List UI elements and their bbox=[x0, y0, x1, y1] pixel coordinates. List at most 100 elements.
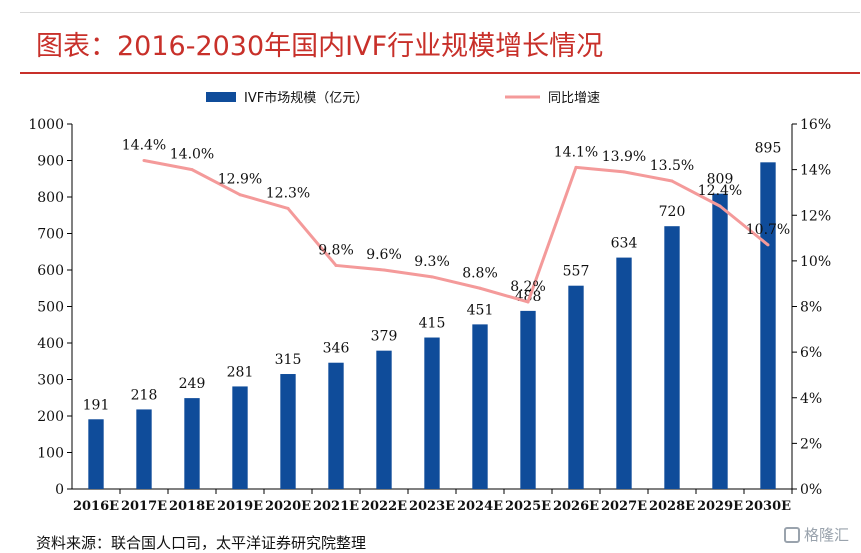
y-right-tick-label: 4% bbox=[800, 391, 822, 407]
y-left-tick-label: 800 bbox=[37, 190, 64, 206]
y-right-tick-label: 6% bbox=[800, 345, 822, 361]
growth-point bbox=[622, 170, 626, 174]
x-tick-label: 2028E bbox=[649, 499, 695, 514]
growth-value-label: 12.9% bbox=[218, 172, 262, 188]
y-right-tick-label: 2% bbox=[800, 436, 822, 452]
growth-point bbox=[190, 168, 194, 172]
title-rule bbox=[20, 72, 860, 74]
y-right-tick-label: 8% bbox=[800, 300, 822, 316]
y-right-tick-label: 16% bbox=[800, 117, 831, 133]
y-right-tick-label: 0% bbox=[800, 482, 822, 498]
y-left-tick-label: 100 bbox=[37, 446, 64, 462]
bar-value-label: 451 bbox=[467, 302, 494, 318]
bar-value-label: 346 bbox=[323, 341, 350, 357]
bar-value-label: 557 bbox=[563, 264, 590, 280]
y-left-tick-label: 1000 bbox=[28, 117, 64, 133]
y-left-tick-label: 600 bbox=[37, 263, 64, 279]
bar bbox=[232, 386, 248, 489]
y-left-tick-label: 400 bbox=[37, 336, 64, 352]
growth-value-label: 12.4% bbox=[698, 183, 742, 199]
y-left-tick-label: 200 bbox=[37, 409, 64, 425]
growth-value-label: 14.4% bbox=[122, 138, 166, 154]
x-tick-label: 2024E bbox=[457, 499, 503, 514]
watermark-text: 格隆汇 bbox=[803, 526, 849, 544]
growth-value-label: 9.3% bbox=[414, 254, 450, 270]
bar bbox=[712, 193, 728, 489]
bar-value-label: 634 bbox=[611, 236, 638, 252]
legend-bar-swatch bbox=[206, 92, 236, 102]
x-tick-label: 2023E bbox=[409, 499, 455, 514]
bar bbox=[280, 374, 296, 489]
x-tick-label: 2018E bbox=[169, 499, 215, 514]
growth-line bbox=[143, 159, 769, 304]
x-tick-label: 2020E bbox=[265, 499, 311, 514]
growth-value-label: 14.0% bbox=[170, 147, 214, 163]
bar bbox=[328, 362, 344, 489]
x-tick-label: 2027E bbox=[601, 499, 647, 514]
bar-value-label: 720 bbox=[659, 204, 686, 220]
growth-point bbox=[766, 243, 770, 247]
bar-value-label: 415 bbox=[419, 316, 446, 332]
y-right-tick-label: 12% bbox=[800, 208, 831, 224]
growth-point bbox=[142, 159, 146, 162]
legend-line-label: 同比增速 bbox=[548, 91, 600, 106]
source-note: 资料来源：联合国人口司，太平洋证券研究院整理 bbox=[36, 534, 367, 552]
x-tick-label: 2026E bbox=[553, 499, 599, 514]
growth-point bbox=[238, 193, 242, 197]
x-tick-label: 2025E bbox=[505, 499, 551, 514]
x-tick-label: 2016E bbox=[73, 499, 119, 514]
bar bbox=[184, 398, 200, 489]
growth-point bbox=[526, 300, 530, 304]
growth-point bbox=[718, 204, 722, 208]
bar-value-label: 379 bbox=[371, 329, 398, 345]
growth-value-label: 14.1% bbox=[554, 144, 598, 160]
growth-value-label: 10.7% bbox=[746, 222, 790, 238]
ivf-chart: 0 100 200 300 400 500 600 700 800 900 1000 0% 2% 4% 6%… bbox=[28, 90, 831, 514]
page-title: 图表：2016-2030年国内IVF行业规模增长情况 bbox=[36, 31, 604, 62]
bar-value-label: 191 bbox=[83, 397, 110, 413]
top-rule bbox=[20, 12, 860, 13]
growth-point bbox=[478, 286, 482, 290]
bar bbox=[88, 419, 104, 489]
growth-point bbox=[286, 206, 290, 210]
bar bbox=[472, 324, 488, 489]
bar-value-label: 809 bbox=[707, 172, 734, 188]
growth-point bbox=[574, 165, 578, 169]
bar-value-label: 281 bbox=[227, 364, 254, 380]
x-tick-label: 2022E bbox=[361, 499, 407, 514]
growth-value-label: 9.6% bbox=[366, 247, 402, 263]
bar-value-label: 895 bbox=[755, 140, 782, 156]
x-tick-label: 2030E bbox=[745, 499, 791, 514]
growth-value-label: 13.9% bbox=[602, 149, 646, 165]
bar bbox=[376, 350, 392, 489]
growth-point bbox=[430, 275, 434, 279]
growth-value-label: 8.2% bbox=[510, 279, 546, 295]
bar bbox=[664, 226, 680, 489]
bar bbox=[616, 257, 632, 489]
growth-value-label: 8.8% bbox=[462, 265, 498, 281]
growth-point bbox=[334, 263, 338, 267]
legend-bar-label: IVF市场规模（亿元） bbox=[244, 90, 368, 106]
bar bbox=[136, 409, 152, 489]
y-right-tick-label: 14% bbox=[800, 163, 831, 179]
x-tick-label: 2017E bbox=[121, 499, 167, 514]
growth-point bbox=[670, 179, 674, 183]
bar bbox=[760, 162, 776, 489]
growth-value-label: 13.5% bbox=[650, 158, 694, 174]
x-tick-label: 2021E bbox=[313, 499, 359, 514]
y-left-tick-label: 500 bbox=[37, 300, 64, 316]
bar-value-label: 315 bbox=[275, 352, 302, 368]
bar bbox=[424, 337, 440, 489]
x-tick-label: 2029E bbox=[697, 499, 743, 514]
x-tick-label: 2019E bbox=[217, 499, 263, 514]
bar-value-label: 249 bbox=[179, 376, 206, 392]
y-left-tick-label: 0 bbox=[55, 482, 64, 498]
bar bbox=[568, 285, 584, 489]
bar-value-label: 218 bbox=[131, 387, 158, 403]
y-left-tick-label: 300 bbox=[37, 373, 64, 389]
y-left-tick-label: 700 bbox=[37, 227, 64, 243]
bar bbox=[520, 310, 536, 489]
watermark: 格隆汇 bbox=[783, 524, 849, 545]
growth-value-label: 12.3% bbox=[266, 185, 310, 201]
y-right-tick-label: 10% bbox=[800, 254, 831, 270]
